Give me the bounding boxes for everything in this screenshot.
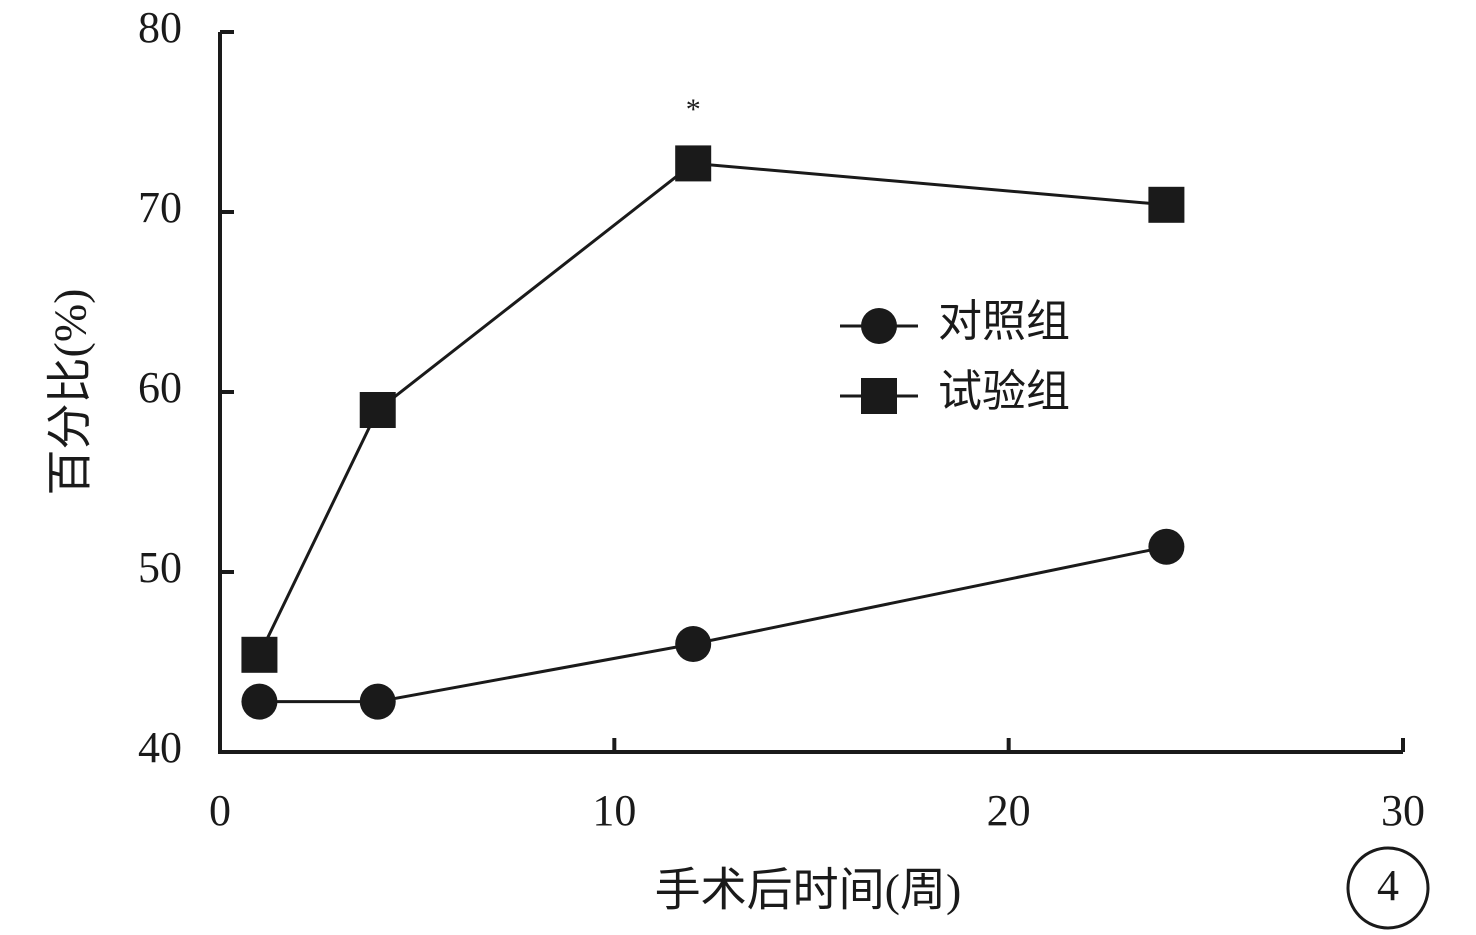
- data-point: [241, 636, 278, 673]
- data-point: [675, 626, 712, 662]
- x-tick-label: 30: [1381, 786, 1425, 835]
- data-point: [1148, 186, 1185, 223]
- series-line: [259, 545, 1167, 704]
- y-tick-label: 70: [138, 183, 182, 232]
- panel-circle: [1346, 846, 1430, 930]
- legend-label: 试验组: [938, 367, 1070, 416]
- data-point: [359, 392, 396, 428]
- x-axis-label: 手术后时间(周): [655, 865, 962, 916]
- y-tick-label: 80: [138, 3, 182, 52]
- annotation: *: [686, 93, 701, 126]
- x-tick-label: 10: [592, 786, 636, 835]
- legend-marker: [861, 378, 897, 414]
- panel-label: 4: [1377, 861, 1399, 910]
- legend-marker: [861, 308, 897, 344]
- data-point: [241, 683, 278, 720]
- data-point: [1148, 528, 1185, 565]
- y-tick-label: 60: [138, 363, 182, 412]
- y-tick-label: 40: [138, 723, 182, 772]
- y-axis-label: 百分比(%): [45, 289, 96, 496]
- x-tick-label: 0: [209, 786, 231, 835]
- y-tick-label: 50: [138, 543, 182, 592]
- x-tick-label: 20: [987, 786, 1031, 835]
- data-point: [359, 683, 396, 720]
- series-line: [258, 161, 1167, 656]
- legend-label: 对照组: [938, 297, 1070, 346]
- data-point: [675, 145, 712, 182]
